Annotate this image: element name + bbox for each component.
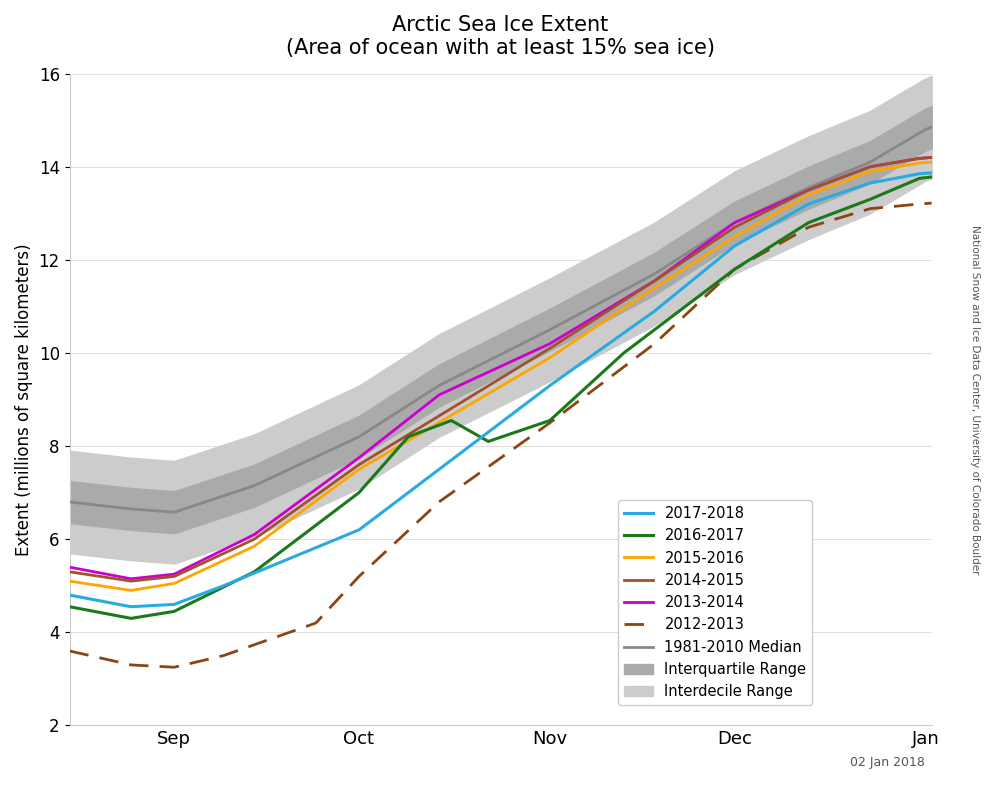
Y-axis label: Extent (millions of square kilometers): Extent (millions of square kilometers) — [15, 243, 33, 556]
Text: National Snow and Ice Data Center, University of Colorado Boulder: National Snow and Ice Data Center, Unive… — [970, 226, 980, 574]
Title: Arctic Sea Ice Extent
(Area of ocean with at least 15% sea ice): Arctic Sea Ice Extent (Area of ocean wit… — [286, 15, 715, 58]
Legend: 2017-2018, 2016-2017, 2015-2016, 2014-2015, 2013-2014, 2012-2013, 1981-2010 Medi: 2017-2018, 2016-2017, 2015-2016, 2014-20… — [618, 500, 812, 705]
Text: 02 Jan 2018: 02 Jan 2018 — [850, 756, 925, 769]
